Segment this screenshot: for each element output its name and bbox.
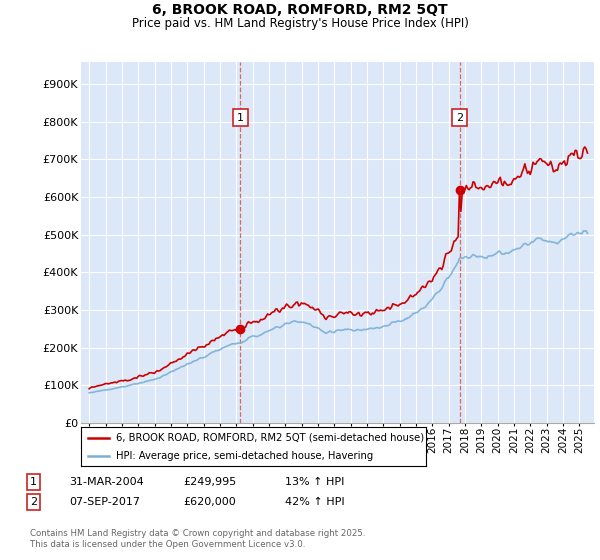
Text: Contains HM Land Registry data © Crown copyright and database right 2025.
This d: Contains HM Land Registry data © Crown c…	[30, 529, 365, 549]
Text: £249,995: £249,995	[183, 477, 236, 487]
Text: HPI: Average price, semi-detached house, Havering: HPI: Average price, semi-detached house,…	[115, 451, 373, 461]
Text: 6, BROOK ROAD, ROMFORD, RM2 5QT: 6, BROOK ROAD, ROMFORD, RM2 5QT	[152, 3, 448, 17]
Text: Price paid vs. HM Land Registry's House Price Index (HPI): Price paid vs. HM Land Registry's House …	[131, 17, 469, 30]
Text: 2: 2	[30, 497, 37, 507]
Text: 1: 1	[237, 113, 244, 123]
Text: 13% ↑ HPI: 13% ↑ HPI	[285, 477, 344, 487]
Text: £620,000: £620,000	[183, 497, 236, 507]
Text: 6, BROOK ROAD, ROMFORD, RM2 5QT (semi-detached house): 6, BROOK ROAD, ROMFORD, RM2 5QT (semi-de…	[115, 433, 424, 443]
Text: 07-SEP-2017: 07-SEP-2017	[69, 497, 140, 507]
Text: 42% ↑ HPI: 42% ↑ HPI	[285, 497, 344, 507]
Text: 1: 1	[30, 477, 37, 487]
Text: 31-MAR-2004: 31-MAR-2004	[69, 477, 144, 487]
Text: 2: 2	[456, 113, 463, 123]
